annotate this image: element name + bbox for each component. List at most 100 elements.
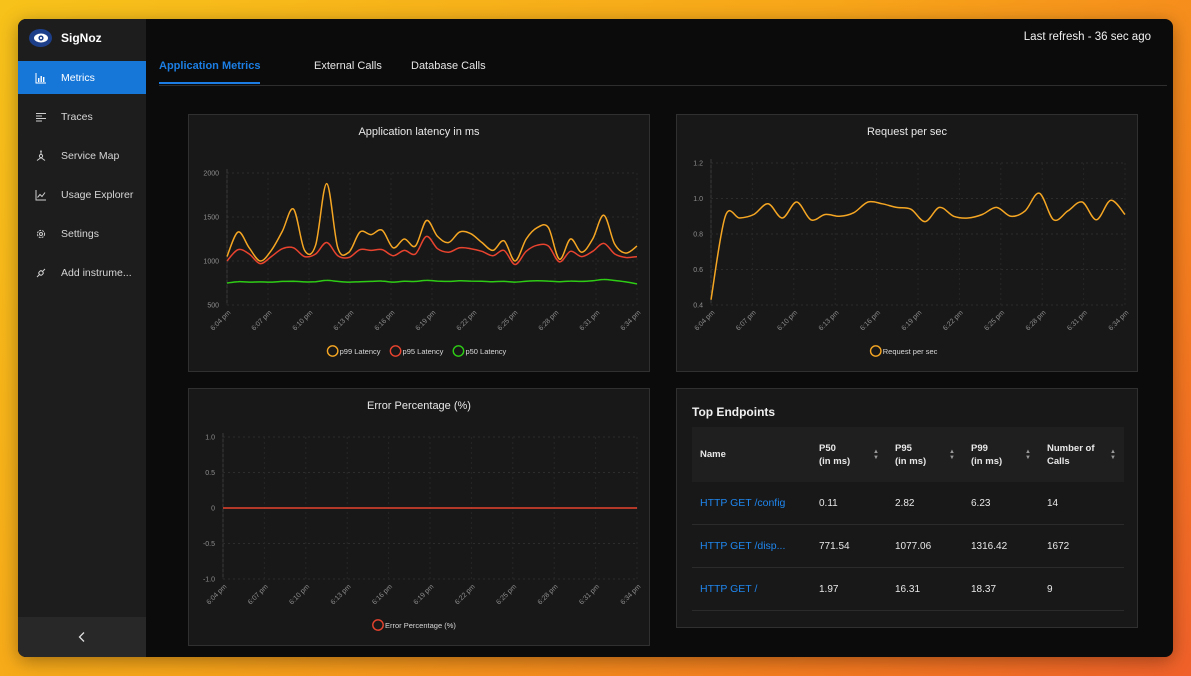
- column-header-p95[interactable]: P95 (in ms) ▲ ▼: [887, 427, 963, 482]
- sidebar-item-metrics[interactable]: Metrics: [18, 61, 146, 94]
- legend-label[interactable]: p99 Latency: [340, 347, 381, 356]
- brand[interactable]: SigNoz: [29, 27, 102, 49]
- chart-title: Application latency in ms: [358, 126, 480, 138]
- legend-label[interactable]: p50 Latency: [465, 347, 506, 356]
- p95-cell: 1077.06: [887, 524, 963, 568]
- p99-cell: 1316.42: [963, 524, 1039, 568]
- legend-marker[interactable]: [452, 345, 465, 357]
- tab-application-metrics[interactable]: Application Metrics: [159, 60, 261, 84]
- legend-label[interactable]: Request per sec: [883, 347, 938, 356]
- p50-cell: 1.97: [811, 567, 887, 611]
- x-tick-label: 6:34 pm: [620, 309, 643, 332]
- x-tick-label: 6:13 pm: [818, 309, 841, 332]
- p50-cell: 771.54: [811, 524, 887, 568]
- series-line-0[interactable]: [226, 182, 638, 262]
- endpoint-link[interactable]: HTTP GET /config: [692, 482, 811, 525]
- x-tick-label: 6:07 pm: [735, 309, 758, 332]
- sidebar-item-label: Settings: [61, 227, 99, 240]
- calls-cell: 1672: [1039, 524, 1124, 568]
- request-per-sec-chart[interactable]: 1.2 1.0 0.8 0.6 0.46:04 pm 6:07 pm 6:10 pm 6:13…: [677, 115, 1137, 371]
- sidebar-item-label: Usage Explorer: [61, 188, 134, 201]
- x-tick-label: 6:22 pm: [456, 309, 479, 332]
- y-tick-label: 500: [207, 303, 219, 310]
- legend-marker[interactable]: [869, 345, 882, 357]
- x-tick-label: 6:31 pm: [1066, 309, 1089, 332]
- y-tick-label: -1.0: [203, 577, 215, 584]
- error-percentage-chart[interactable]: 1.0 0.5 0 -0.5 -1.06:04 pm 6:07 pm 6:10 pm 6:13…: [189, 389, 649, 645]
- x-tick-label: 6:34 pm: [1108, 309, 1131, 332]
- legend-marker[interactable]: [372, 619, 384, 631]
- sidebar-item-add-instrumentation[interactable]: Add instrume...: [18, 256, 146, 289]
- endpoint-link[interactable]: HTTP GET /: [692, 567, 811, 611]
- table-row: HTTP GET /disp... 771.54 1077.06 1316.42…: [692, 524, 1124, 568]
- column-header-unit: (in ms): [971, 455, 1003, 467]
- x-tick-label: 6:07 pm: [251, 309, 274, 332]
- x-tick-label: 6:19 pm: [901, 309, 924, 332]
- api-icon: [36, 268, 46, 277]
- sort-icon[interactable]: ▲ ▼: [873, 448, 879, 461]
- column-header-p50[interactable]: P50 (in ms) ▲ ▼: [811, 427, 887, 482]
- sidebar-item-label: Service Map: [61, 149, 120, 162]
- x-tick-label: 6:07 pm: [247, 583, 270, 606]
- x-tick-label: 6:31 pm: [579, 309, 602, 332]
- column-header-unit: Calls: [1047, 455, 1070, 467]
- x-tick-label: 6:13 pm: [333, 309, 356, 332]
- p50-cell: 0.11: [811, 482, 887, 525]
- x-tick-label: 6:28 pm: [1025, 309, 1048, 332]
- signoz-logo-icon: [29, 29, 52, 47]
- legend-label[interactable]: p95 Latency: [403, 347, 444, 356]
- sort-icon[interactable]: ▲ ▼: [949, 448, 955, 461]
- tab-external-calls[interactable]: External Calls: [314, 60, 382, 72]
- sidebar-item-label: Traces: [61, 110, 93, 123]
- sidebar-item-settings[interactable]: Settings: [18, 217, 146, 250]
- align-left-icon: [36, 112, 46, 121]
- sidebar-item-usage-explorer[interactable]: Usage Explorer: [18, 178, 146, 211]
- request-per-sec-chart-card: Request per sec 1.2 1.0 0.8 0.6 0.4 6:04 pm 6:…: [676, 114, 1138, 372]
- y-tick-label: 1500: [203, 215, 219, 222]
- series-line-0[interactable]: [710, 192, 1126, 300]
- x-tick-label: 6:19 pm: [415, 309, 438, 332]
- endpoint-link[interactable]: HTTP GET /disp...: [692, 524, 811, 568]
- top-endpoints-card: Top Endpoints Name P50 (in ms) ▲ ▼ P95 (in …: [676, 388, 1138, 628]
- column-header-label: Name: [700, 449, 726, 460]
- deployment-unit-icon: [36, 149, 46, 161]
- p95-cell: 16.31: [887, 567, 963, 611]
- sidebar: SigNoz Metrics Traces Service Map Usage …: [18, 19, 146, 657]
- series-line-1[interactable]: [226, 235, 638, 266]
- sort-icon[interactable]: ▲ ▼: [1025, 448, 1031, 461]
- error-percentage-chart-card: Error Percentage (%) 1.0 0.5 0 -0.5 -1.0 6:04…: [188, 388, 650, 646]
- x-tick-label: 6:16 pm: [371, 583, 394, 606]
- x-tick-label: 6:10 pm: [292, 309, 315, 332]
- series-line-2[interactable]: [226, 278, 638, 285]
- brand-name: SigNoz: [61, 31, 102, 45]
- x-tick-label: 6:28 pm: [537, 583, 560, 606]
- sidebar-collapse-button[interactable]: [18, 617, 146, 657]
- x-tick-label: 6:16 pm: [374, 309, 397, 332]
- x-tick-label: 6:19 pm: [413, 583, 436, 606]
- table-row: HTTP GET / 1.97 16.31 18.37 9: [692, 567, 1124, 611]
- legend-label[interactable]: Error Percentage (%): [385, 621, 456, 630]
- calls-cell: 9: [1039, 567, 1124, 611]
- x-tick-label: 6:10 pm: [288, 583, 311, 606]
- line-chart-icon: [35, 189, 46, 200]
- y-tick-label: 1.0: [693, 196, 703, 203]
- x-tick-label: 6:31 pm: [578, 583, 601, 606]
- legend-marker[interactable]: [389, 345, 402, 357]
- main-content: Last refresh - 36 sec ago Application Me…: [146, 19, 1173, 657]
- column-header-p99[interactable]: P99 (in ms) ▲ ▼: [963, 427, 1039, 482]
- x-tick-label: 6:22 pm: [454, 583, 477, 606]
- sidebar-item-service-map[interactable]: Service Map: [18, 139, 146, 172]
- tab-database-calls[interactable]: Database Calls: [411, 60, 486, 72]
- calls-cell: 14: [1039, 482, 1124, 525]
- legend-marker[interactable]: [326, 345, 339, 357]
- sidebar-item-label: Add instrume...: [61, 266, 132, 279]
- sidebar-item-traces[interactable]: Traces: [18, 100, 146, 133]
- column-header-calls[interactable]: Number of Calls ▲ ▼: [1039, 427, 1124, 482]
- x-tick-label: 6:28 pm: [538, 309, 561, 332]
- column-header-label: P99: [971, 442, 988, 454]
- p99-cell: 6.23: [963, 482, 1039, 525]
- sort-icon[interactable]: ▲ ▼: [1110, 448, 1116, 461]
- chart-title: Request per sec: [866, 126, 948, 138]
- y-tick-label: 1000: [203, 259, 219, 266]
